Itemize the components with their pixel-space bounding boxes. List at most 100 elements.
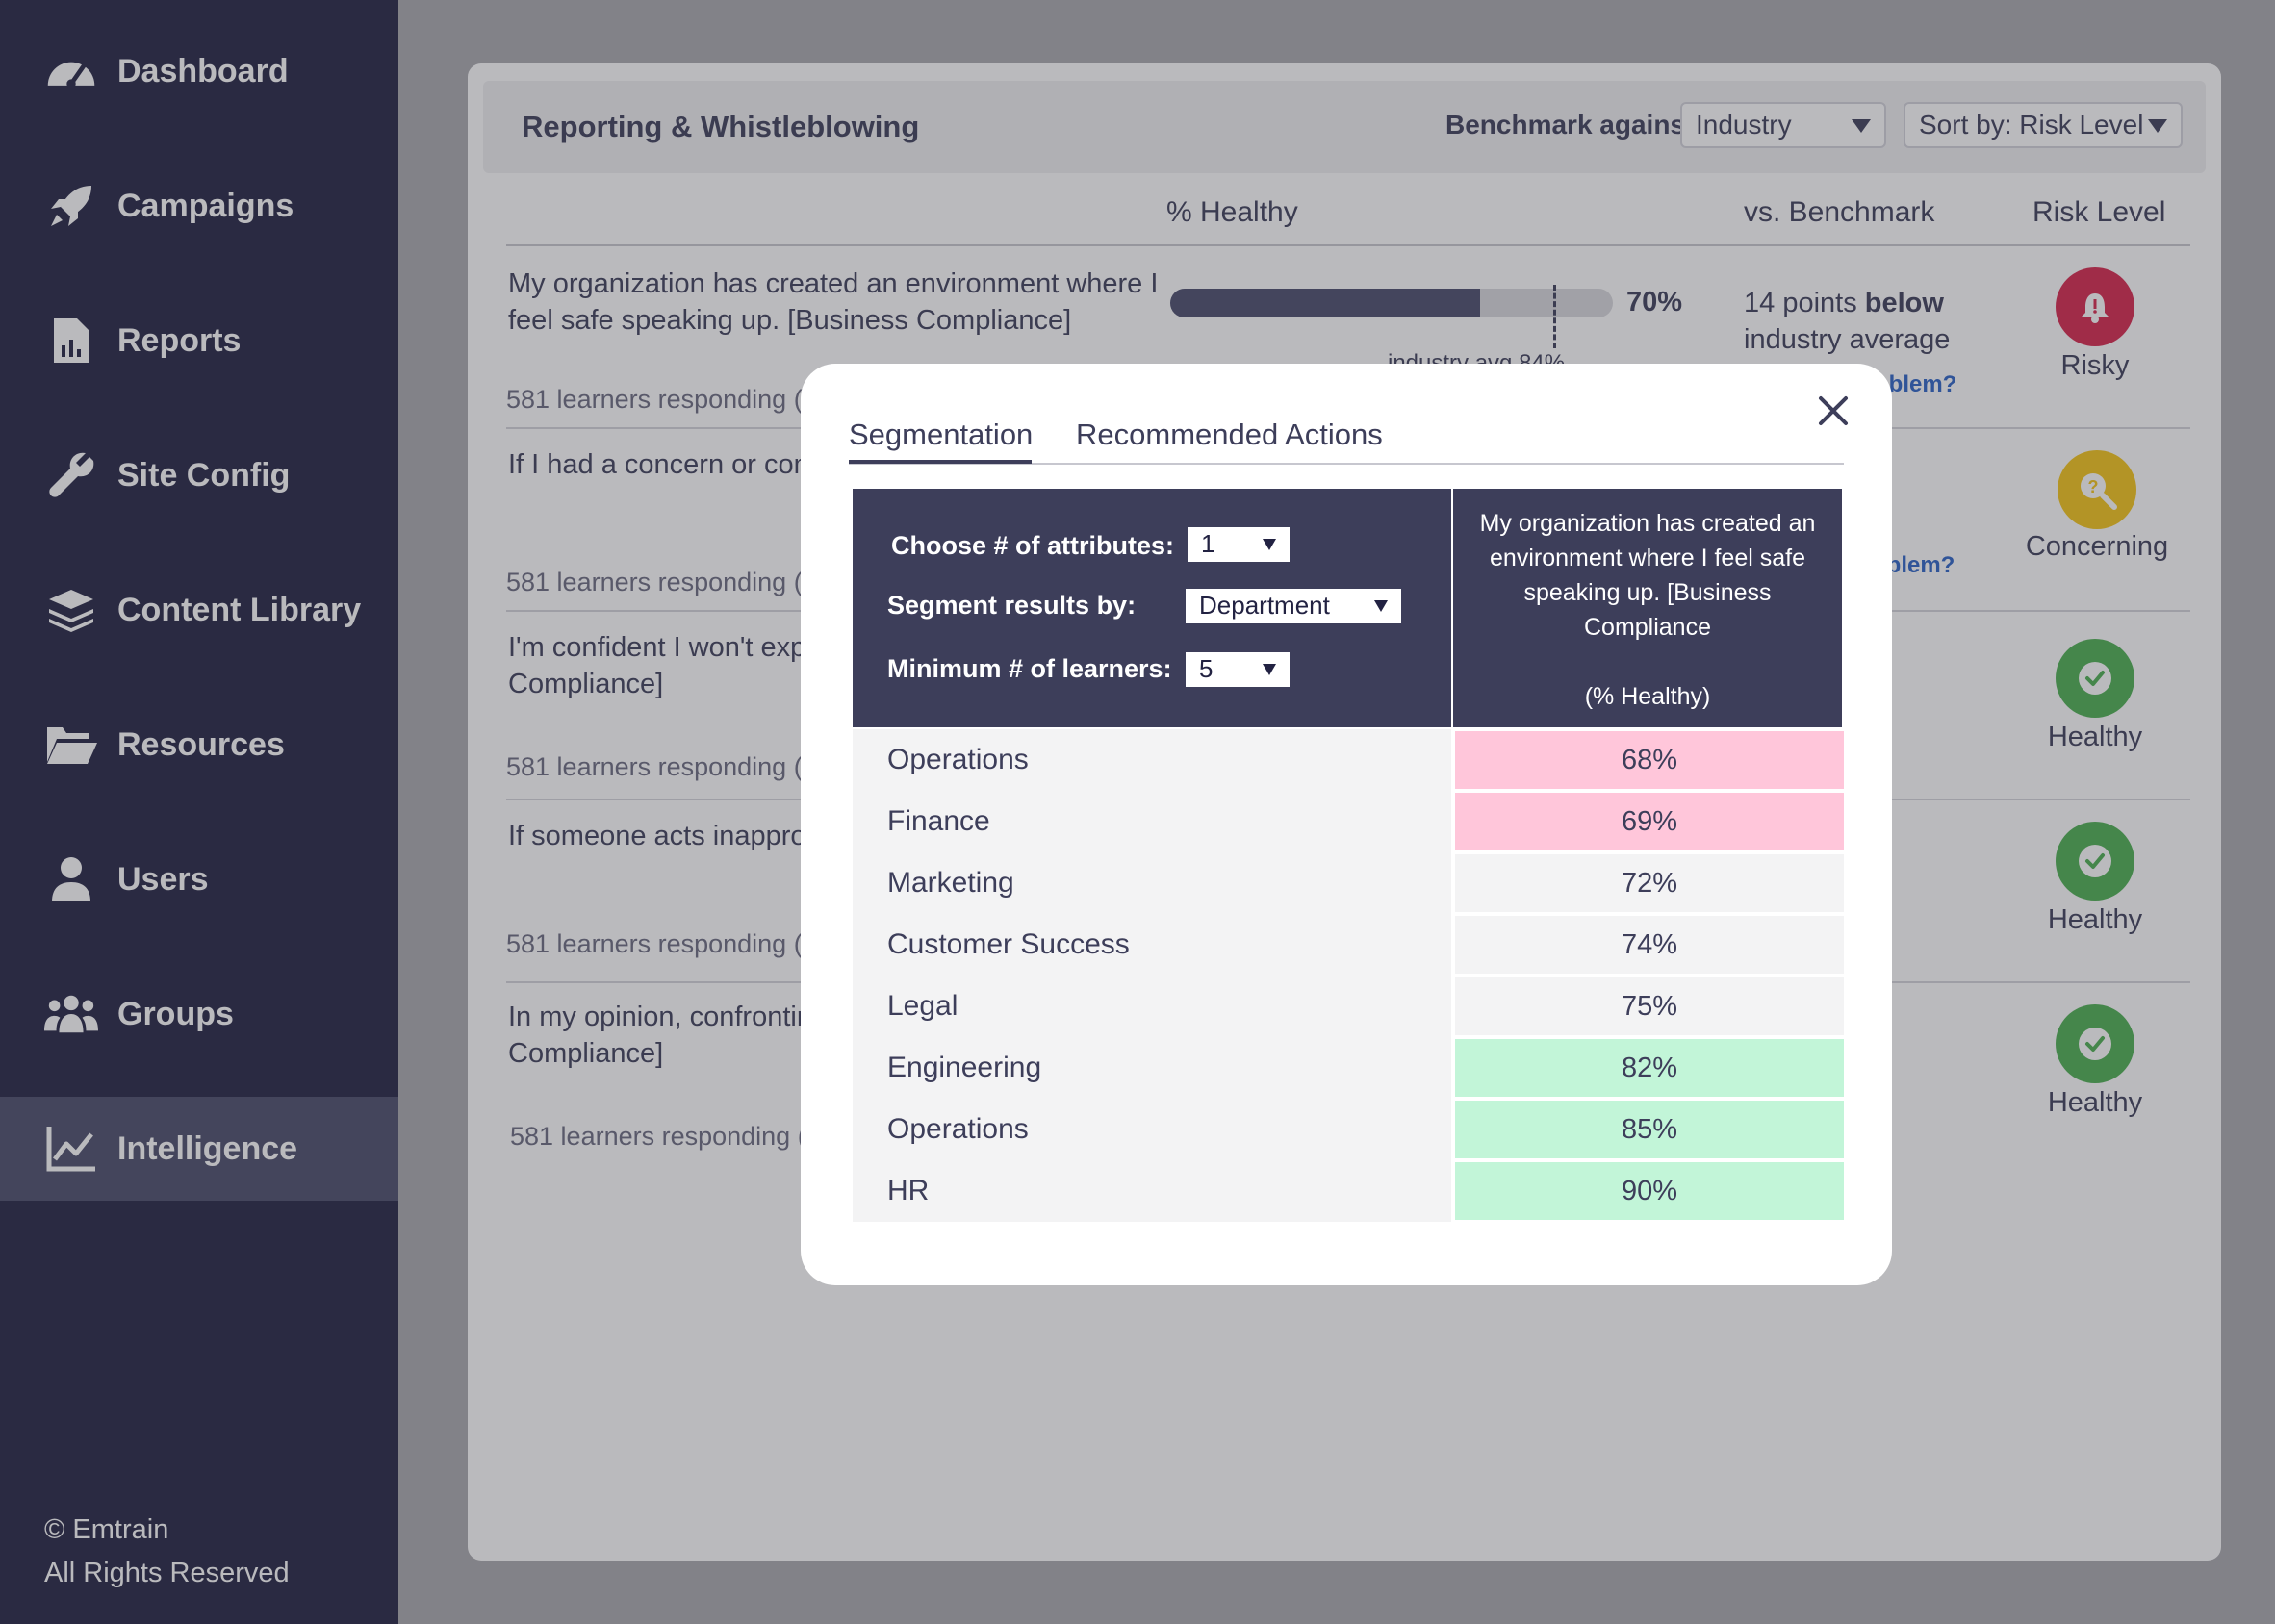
segment-controls: Choose # of attributes: 1 Segment result… <box>853 489 1451 727</box>
benchmark-reference: industry average <box>1744 324 1951 355</box>
healthy-percent: 70% <box>1626 287 1683 317</box>
risk-badge: ? <box>2058 450 2136 529</box>
segment-name: Operations <box>853 1099 1451 1160</box>
check-circle-icon <box>2079 662 2111 695</box>
segment-value: 82% <box>1455 1039 1844 1097</box>
user-icon <box>44 852 98 906</box>
segment-value: 69% <box>1455 793 1844 850</box>
sidebar-item-resources[interactable]: Resources <box>0 693 398 797</box>
sort-select[interactable]: Sort by: Risk Level <box>1904 102 2183 148</box>
table-row: Customer Success 74% <box>853 914 1844 976</box>
risk-level-label: Healthy <box>2047 722 2143 752</box>
magnifier-question-icon: ? <box>2081 473 2117 510</box>
active-tab-indicator <box>849 460 1032 464</box>
wrench-icon <box>44 448 98 502</box>
benchmark-select[interactable]: Industry <box>1680 102 1886 148</box>
report-icon <box>44 314 98 368</box>
sidebar-item-users[interactable]: Users <box>0 827 398 931</box>
table-row: Marketing 72% <box>853 852 1844 914</box>
risk-level-label: Concerning <box>2025 531 2169 562</box>
folder-icon <box>44 718 98 772</box>
check-circle-icon <box>2079 845 2111 877</box>
table-row: HR 90% <box>853 1160 1844 1222</box>
sidebar-item-content-library[interactable]: Content Library <box>0 558 398 662</box>
svg-text:?: ? <box>2088 477 2099 496</box>
sidebar-item-site-config[interactable]: Site Config <box>0 423 398 527</box>
chevron-down-icon <box>1374 600 1388 612</box>
benchmark-direction: below <box>1864 288 1944 318</box>
sidebar-item-label: Site Config <box>117 456 291 494</box>
group-icon <box>44 987 98 1041</box>
close-button[interactable] <box>1811 389 1855 433</box>
chevron-down-icon <box>2148 119 2167 133</box>
attributes-select-value: 1 <box>1201 529 1215 558</box>
sidebar-item-label: Dashboard <box>117 52 289 89</box>
healthy-progress-bar <box>1170 289 1613 317</box>
tab-recommended-actions[interactable]: Recommended Actions <box>1076 418 1383 451</box>
sidebar: Dashboard Campaigns Reports Site Config … <box>0 0 398 1624</box>
card-header: Reporting & Whistleblowing Benchmark aga… <box>483 81 2206 173</box>
segment-value: 74% <box>1455 916 1844 974</box>
segment-value: 72% <box>1455 854 1844 912</box>
segment-by-select-value: Department <box>1199 591 1330 620</box>
table-row: Operations 85% <box>853 1099 1844 1160</box>
chevron-down-icon <box>1263 664 1276 675</box>
benchmark-marker <box>1553 285 1556 348</box>
layers-icon <box>44 583 98 637</box>
sidebar-item-dashboard[interactable]: Dashboard <box>0 19 398 123</box>
min-learners-label: Minimum # of learners: <box>887 654 1172 683</box>
divider <box>849 463 1844 465</box>
divider <box>506 244 2190 246</box>
question-text: My organization has created an environme… <box>508 268 1159 336</box>
segment-by-select[interactable]: Department <box>1186 589 1401 623</box>
attributes-select[interactable]: 1 <box>1188 527 1290 562</box>
risk-level-label: Healthy <box>2047 904 2143 935</box>
risk-badge <box>2056 822 2134 901</box>
segment-name: Finance <box>853 791 1451 852</box>
respondent-count: 581 learners responding (8 <box>506 929 817 958</box>
min-learners-select[interactable]: 5 <box>1186 652 1290 687</box>
sidebar-item-reports[interactable]: Reports <box>0 289 398 393</box>
healthy-progress-fill <box>1170 289 1480 317</box>
segment-name: Customer Success <box>853 914 1451 976</box>
gauge-icon <box>44 44 98 98</box>
chevron-down-icon <box>1263 539 1276 550</box>
sidebar-item-label: Users <box>117 860 209 898</box>
respondent-count: 581 learners responding (8 <box>506 385 817 414</box>
risk-level-label: Risky <box>2060 350 2130 381</box>
table-row: Operations 68% <box>853 729 1844 791</box>
segmentation-modal: Segmentation Recommended Actions Choose … <box>801 364 1892 1285</box>
sidebar-item-label: Resources <box>117 725 285 763</box>
segment-name: Legal <box>853 976 1451 1037</box>
chevron-down-icon <box>1852 119 1871 133</box>
segment-value: 68% <box>1455 731 1844 789</box>
risk-level-label: Healthy <box>2047 1087 2143 1118</box>
table-row: Engineering 82% <box>853 1037 1844 1099</box>
risk-badge <box>2056 267 2134 346</box>
segment-value: 85% <box>1455 1101 1844 1158</box>
sidebar-item-groups[interactable]: Groups <box>0 962 398 1066</box>
segment-name: HR <box>853 1160 1451 1222</box>
sort-select-value: Sort by: Risk Level <box>1919 110 2144 140</box>
attributes-label: Choose # of attributes: <box>891 531 1175 560</box>
rocket-icon <box>44 179 98 233</box>
sidebar-item-label: Intelligence <box>117 1129 298 1167</box>
tab-segmentation[interactable]: Segmentation <box>849 418 1034 451</box>
page-title: Reporting & Whistleblowing <box>522 110 920 143</box>
benchmark-select-value: Industry <box>1696 110 1792 140</box>
rights-line: All Rights Reserved <box>44 1558 290 1588</box>
table-row: Legal 75% <box>853 976 1844 1037</box>
benchmark-label: Benchmark against: <box>1445 110 1703 140</box>
column-header-healthy: % Healthy <box>1166 196 1298 228</box>
segment-by-label: Segment results by: <box>887 591 1137 620</box>
column-header-risk: Risk Level <box>2032 196 2166 228</box>
sidebar-item-campaigns[interactable]: Campaigns <box>0 154 398 258</box>
sidebar-item-intelligence[interactable]: Intelligence <box>0 1097 398 1201</box>
alarm-bell-icon <box>2082 293 2109 323</box>
benchmark-points: 14 points <box>1744 288 1865 318</box>
sidebar-item-label: Reports <box>117 321 242 359</box>
question-column-header: My organization has created an environme… <box>1453 489 1842 727</box>
min-learners-select-value: 5 <box>1199 654 1214 683</box>
table-row: Finance 69% <box>853 791 1844 852</box>
sidebar-item-label: Campaigns <box>117 187 294 224</box>
